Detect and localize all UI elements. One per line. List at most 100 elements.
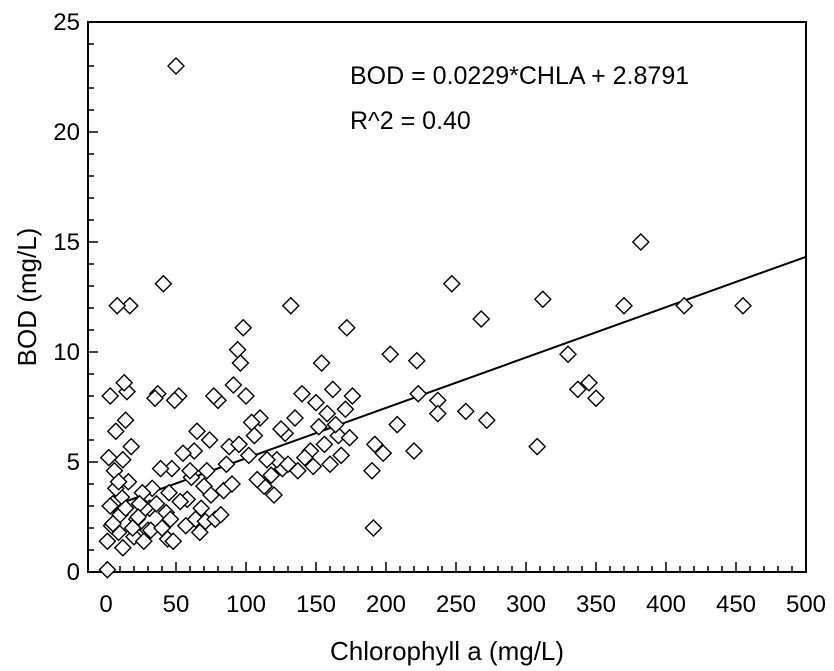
data-point — [129, 508, 148, 526]
data-point — [185, 442, 204, 460]
data-point — [164, 532, 183, 551]
data-points — [98, 57, 752, 579]
x-tick-label: 350 — [576, 591, 616, 618]
plot-frame — [87, 21, 807, 573]
data-point — [533, 290, 552, 309]
data-point — [477, 411, 496, 430]
data-point — [115, 373, 134, 392]
x-tick-label: 50 — [163, 591, 190, 618]
data-point — [315, 435, 334, 454]
data-point — [381, 345, 400, 364]
data-point — [161, 510, 180, 529]
x-tick-label: 100 — [226, 591, 266, 618]
data-point — [442, 274, 461, 293]
data-point — [188, 422, 206, 441]
data-point — [295, 448, 314, 467]
data-point — [98, 532, 117, 551]
y-axis-ticks — [88, 21, 98, 573]
data-point — [332, 446, 351, 465]
data-point — [587, 389, 605, 408]
data-point — [98, 560, 117, 579]
data-point — [197, 461, 216, 480]
data-point — [211, 505, 230, 524]
data-point — [580, 373, 598, 392]
data-point — [160, 483, 178, 502]
data-point — [407, 351, 426, 370]
y-axis-title: BOD (mg/L) — [12, 228, 42, 367]
data-point — [312, 354, 331, 372]
x-tick-label: 500 — [786, 591, 826, 618]
data-point — [231, 354, 250, 372]
data-point — [134, 532, 153, 551]
y-tick-label: 20 — [53, 119, 80, 146]
data-point — [631, 233, 650, 251]
data-point — [272, 420, 290, 438]
data-point — [120, 296, 139, 315]
data-point — [237, 387, 255, 405]
x-tick-label: 250 — [436, 591, 476, 618]
data-point — [318, 404, 337, 423]
data-point — [293, 384, 311, 403]
data-point — [116, 499, 135, 518]
x-axis-title: Chlorophyll a (mg/L) — [330, 636, 564, 666]
data-point — [101, 497, 120, 515]
data-point — [734, 296, 752, 315]
data-point — [108, 296, 127, 315]
data-point — [181, 461, 199, 480]
data-point — [265, 486, 283, 504]
data-point — [336, 400, 355, 419]
y-axis-tick-labels: 0 5 10 15 20 25 — [53, 9, 80, 586]
data-point — [104, 514, 122, 533]
data-point — [228, 340, 247, 359]
x-tick-label: 150 — [296, 591, 336, 618]
data-point — [204, 387, 223, 405]
data-point — [409, 384, 428, 403]
data-point — [307, 393, 325, 412]
data-point — [258, 450, 276, 469]
x-tick-label: 450 — [716, 591, 756, 618]
data-point — [388, 415, 407, 434]
data-point — [568, 380, 587, 399]
regression-equation: BOD = 0.0229*CHLA + 2.8791 — [350, 62, 689, 90]
data-point — [167, 57, 185, 75]
data-point — [321, 455, 339, 474]
data-point — [217, 455, 236, 474]
data-point — [340, 428, 359, 447]
data-point — [122, 437, 141, 456]
data-point — [223, 475, 241, 493]
data-point — [286, 409, 304, 427]
x-axis-tick-labels: 0 50 100 150 200 250 300 350 400 450 500 — [99, 591, 826, 618]
data-point — [146, 389, 164, 408]
data-point — [234, 318, 253, 337]
data-point — [113, 538, 132, 557]
data-point — [528, 437, 547, 456]
data-point — [304, 457, 323, 476]
data-point — [675, 296, 694, 315]
data-point — [165, 391, 184, 410]
data-point — [309, 417, 328, 436]
data-point — [239, 446, 258, 465]
data-point — [428, 404, 447, 423]
r-squared-label: R^2 = 0.40 — [350, 107, 471, 135]
y-tick-label: 25 — [53, 9, 80, 36]
data-point — [559, 345, 577, 364]
data-point — [245, 426, 264, 445]
y-tick-label: 0 — [67, 559, 80, 586]
data-point — [116, 411, 135, 430]
data-point — [343, 387, 362, 405]
data-point — [113, 450, 132, 469]
data-point — [202, 486, 220, 504]
data-point — [109, 472, 128, 491]
x-axis-ticks — [105, 562, 807, 572]
data-point — [326, 415, 345, 434]
data-point — [171, 492, 190, 511]
data-point — [262, 466, 281, 485]
data-point — [230, 435, 248, 454]
data-point — [364, 519, 383, 537]
data-point — [99, 448, 118, 467]
x-tick-label: 0 — [99, 591, 112, 618]
data-point — [374, 444, 393, 463]
data-point — [456, 402, 475, 421]
data-point — [337, 318, 356, 337]
